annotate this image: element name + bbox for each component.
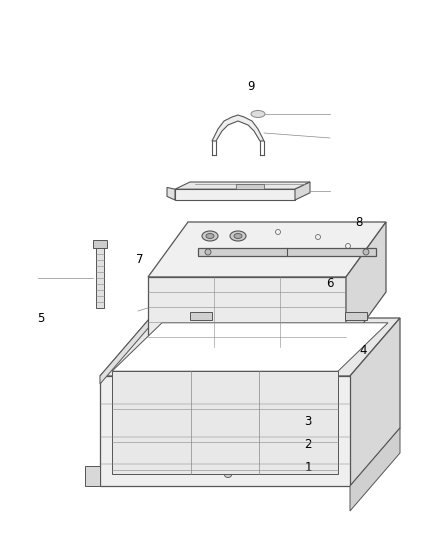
Polygon shape bbox=[167, 188, 175, 200]
Polygon shape bbox=[346, 222, 386, 347]
Text: 9: 9 bbox=[247, 80, 255, 93]
Ellipse shape bbox=[205, 249, 211, 255]
Polygon shape bbox=[96, 248, 104, 308]
Text: 8: 8 bbox=[355, 216, 362, 229]
Polygon shape bbox=[350, 428, 400, 511]
Ellipse shape bbox=[363, 249, 369, 255]
Polygon shape bbox=[112, 371, 338, 474]
Ellipse shape bbox=[210, 274, 220, 282]
Polygon shape bbox=[262, 440, 278, 458]
Text: 4: 4 bbox=[359, 344, 367, 357]
Polygon shape bbox=[148, 277, 346, 347]
Text: 3: 3 bbox=[304, 415, 312, 427]
Ellipse shape bbox=[230, 231, 246, 241]
Polygon shape bbox=[212, 115, 264, 141]
Polygon shape bbox=[148, 222, 386, 277]
Polygon shape bbox=[100, 318, 400, 376]
Polygon shape bbox=[198, 248, 376, 256]
Polygon shape bbox=[295, 182, 310, 200]
Polygon shape bbox=[85, 466, 100, 486]
Text: 1: 1 bbox=[304, 462, 312, 474]
Polygon shape bbox=[220, 445, 236, 463]
Polygon shape bbox=[350, 318, 400, 486]
Bar bbox=[236, 184, 265, 189]
Ellipse shape bbox=[225, 472, 232, 478]
Polygon shape bbox=[100, 318, 150, 384]
Polygon shape bbox=[93, 240, 107, 248]
Ellipse shape bbox=[190, 291, 200, 299]
Text: 7: 7 bbox=[136, 253, 143, 265]
Polygon shape bbox=[345, 312, 367, 320]
Text: 2: 2 bbox=[304, 438, 312, 451]
Polygon shape bbox=[100, 376, 350, 486]
Polygon shape bbox=[112, 323, 388, 371]
Ellipse shape bbox=[234, 233, 242, 238]
Polygon shape bbox=[175, 182, 310, 189]
Ellipse shape bbox=[202, 231, 218, 241]
Ellipse shape bbox=[206, 233, 214, 238]
Polygon shape bbox=[190, 312, 212, 320]
Ellipse shape bbox=[212, 289, 219, 295]
Polygon shape bbox=[175, 189, 295, 200]
Ellipse shape bbox=[191, 306, 198, 311]
Text: 5: 5 bbox=[37, 312, 45, 325]
Ellipse shape bbox=[251, 110, 265, 117]
Polygon shape bbox=[302, 278, 340, 292]
Ellipse shape bbox=[266, 467, 273, 472]
Text: 6: 6 bbox=[326, 277, 334, 289]
